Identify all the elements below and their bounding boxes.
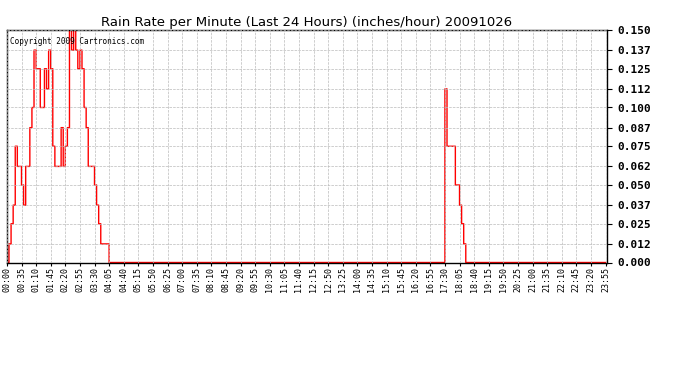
- Text: Copyright 2009 Cartronics.com: Copyright 2009 Cartronics.com: [10, 37, 144, 46]
- Title: Rain Rate per Minute (Last 24 Hours) (inches/hour) 20091026: Rain Rate per Minute (Last 24 Hours) (in…: [101, 16, 513, 29]
